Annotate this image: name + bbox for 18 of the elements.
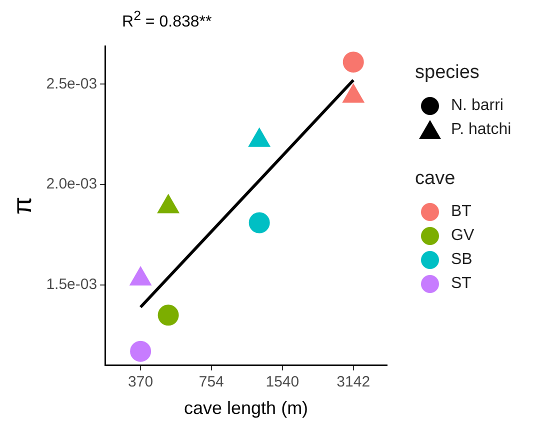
legend-label: ST [451,275,472,293]
x-tick-label: 3142 [336,374,370,391]
y-tick-label: 2.0e-03 [46,176,98,193]
y-tick-label: 2.5e-03 [46,75,98,92]
y-axis-title: π [6,196,37,215]
text: P. hatchi [451,121,512,139]
legend-label: BT [451,203,472,221]
legend-title: cave [415,168,456,190]
y-tick-label: 1.5e-03 [46,276,98,294]
text: species [415,62,480,84]
text: N. barri [451,97,504,115]
x-tick-label: 754 [198,374,224,391]
chart-title: R$^{2}$ = 0.838** [122,8,212,32]
x-tick-label: 370 [128,374,154,391]
x-axis-title: cave length (m) [184,398,308,418]
legend-label: GV [451,227,474,245]
x-tick-label: 1540 [266,374,300,391]
legend-label: SB [451,251,472,269]
